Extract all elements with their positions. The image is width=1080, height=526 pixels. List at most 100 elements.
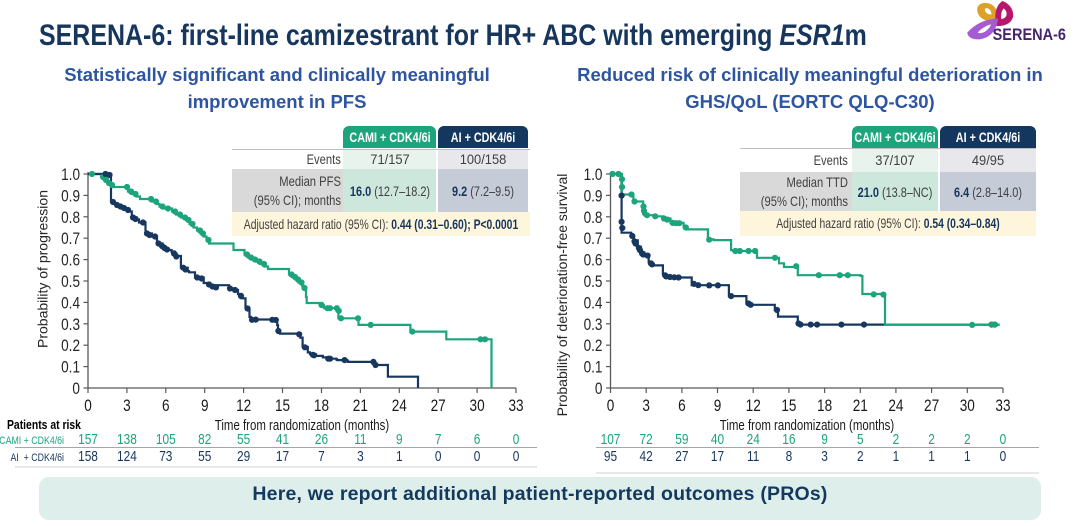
svg-text:1.0: 1.0 [61,166,80,185]
svg-text:0: 0 [1000,448,1007,464]
svg-text:3: 3 [123,397,131,416]
svg-text:3: 3 [357,448,364,464]
svg-text:0: 0 [1000,431,1007,447]
svg-text:2: 2 [893,431,900,447]
svg-text:55: 55 [237,431,250,447]
svg-text:6: 6 [678,397,686,416]
svg-text:0: 0 [607,397,615,416]
svg-text:105: 105 [156,431,176,447]
svg-text:0: 0 [474,448,481,464]
svg-text:SERENA-6: SERENA-6 [993,26,1067,44]
svg-text:Time from randomization (month: Time from randomization (months) [720,417,894,434]
svg-text:82: 82 [198,431,211,447]
svg-text:1: 1 [396,448,403,464]
svg-text:6: 6 [162,397,170,416]
svg-text:6: 6 [474,431,481,447]
svg-text:9: 9 [821,431,828,447]
svg-text:24: 24 [747,431,760,447]
svg-text:41: 41 [276,431,289,447]
svg-text:72: 72 [640,431,653,447]
svg-text:3: 3 [642,397,650,416]
svg-text:0.3: 0.3 [584,315,603,334]
svg-text:0.6: 0.6 [584,251,603,270]
svg-text:40: 40 [711,431,724,447]
svg-text:Probability of progression: Probability of progression [34,190,50,348]
svg-text:0.8: 0.8 [61,208,80,227]
svg-text:Patients at risk: Patients at risk [7,418,81,432]
svg-text:33: 33 [995,397,1010,416]
svg-text:95: 95 [604,448,617,464]
svg-text:Time from randomization (month: Time from randomization (months) [215,417,389,434]
svg-text:16: 16 [782,431,795,447]
svg-text:0.2: 0.2 [584,337,603,356]
svg-text:12: 12 [746,397,761,416]
svg-text:124: 124 [117,448,137,464]
svg-text:21: 21 [353,397,368,416]
svg-text:3: 3 [821,448,828,464]
svg-text:0.5: 0.5 [584,273,603,292]
svg-text:0: 0 [84,397,92,416]
svg-text:1: 1 [893,448,900,464]
svg-text:1.0: 1.0 [584,166,603,185]
svg-text:7: 7 [318,448,325,464]
svg-text:0.9: 0.9 [61,187,80,206]
svg-text:27: 27 [924,397,939,416]
svg-text:24: 24 [888,397,904,416]
svg-text:AI + CDK4/6i: AI + CDK4/6i [10,452,64,464]
svg-text:21: 21 [853,397,868,416]
svg-text:29: 29 [237,448,250,464]
svg-text:0: 0 [513,448,520,464]
svg-text:0.1: 0.1 [61,358,80,377]
svg-text:0.6: 0.6 [61,251,80,270]
svg-text:0.4: 0.4 [61,294,80,313]
svg-text:1: 1 [964,448,971,464]
svg-text:17: 17 [711,448,724,464]
svg-text:5: 5 [857,431,864,447]
svg-text:9: 9 [714,397,722,416]
svg-text:CAMI + CDK4/6i: CAMI + CDK4/6i [0,435,64,447]
svg-text:73: 73 [159,448,172,464]
svg-text:30: 30 [960,397,975,416]
svg-text:11: 11 [354,431,366,447]
svg-text:0.2: 0.2 [61,337,80,356]
svg-text:0.3: 0.3 [61,315,80,334]
svg-text:15: 15 [781,397,796,416]
svg-text:18: 18 [817,397,832,416]
svg-text:12: 12 [236,397,251,416]
svg-text:157: 157 [78,431,98,447]
svg-text:8: 8 [786,448,793,464]
svg-text:18: 18 [314,397,329,416]
svg-text:1: 1 [928,448,935,464]
svg-text:27: 27 [431,397,446,416]
svg-text:9: 9 [201,397,209,416]
svg-text:2: 2 [928,431,935,447]
svg-text:107: 107 [601,431,621,447]
svg-text:2: 2 [857,448,864,464]
svg-text:0: 0 [435,448,442,464]
svg-text:30: 30 [470,397,485,416]
svg-text:55: 55 [198,448,211,464]
svg-text:42: 42 [640,448,653,464]
svg-text:15: 15 [275,397,290,416]
svg-text:2: 2 [964,431,971,447]
svg-text:24: 24 [392,397,408,416]
svg-text:7: 7 [435,431,442,447]
svg-text:0: 0 [595,380,603,399]
svg-text:0: 0 [513,431,520,447]
svg-text:0.7: 0.7 [61,230,80,249]
svg-text:17: 17 [276,448,289,464]
svg-text:0.4: 0.4 [584,294,603,313]
svg-text:33: 33 [508,397,523,416]
svg-text:Probability of deterioration-f: Probability of deterioration-free surviv… [554,174,570,417]
svg-text:0.5: 0.5 [61,273,80,292]
svg-text:0.1: 0.1 [584,358,603,377]
svg-text:0.8: 0.8 [584,208,603,227]
svg-text:26: 26 [315,431,328,447]
svg-text:11: 11 [747,448,759,464]
svg-text:138: 138 [117,431,137,447]
svg-text:59: 59 [675,431,688,447]
svg-text:9: 9 [396,431,403,447]
svg-text:0: 0 [72,380,80,399]
svg-text:158: 158 [78,448,98,464]
svg-text:27: 27 [675,448,688,464]
